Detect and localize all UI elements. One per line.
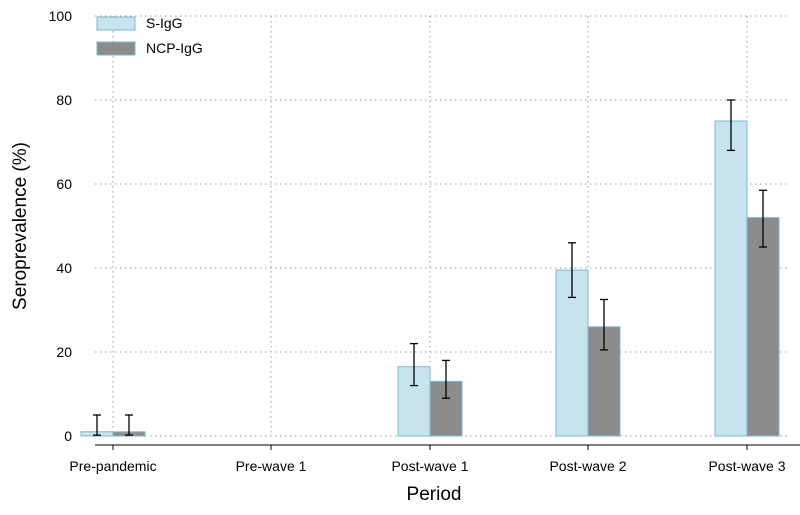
y-tick-label: 20 bbox=[56, 344, 72, 360]
y-tick-label: 40 bbox=[56, 260, 72, 276]
y-tick-labels: 0 20 40 60 80 100 bbox=[49, 8, 73, 444]
x-tick-labels: Pre-pandemic Pre-wave 1 Post-wave 1 Post-wa… bbox=[69, 458, 785, 474]
legend-swatch-ncp-igg bbox=[96, 41, 136, 56]
bar-ncp-igg bbox=[746, 217, 780, 437]
legend-label-ncp-igg: NCP-IgG bbox=[146, 40, 203, 56]
x-tick-label: Post-wave 2 bbox=[549, 458, 626, 474]
y-tick-label: 100 bbox=[49, 8, 73, 24]
x-axis-title: Period bbox=[407, 484, 462, 505]
error-bars bbox=[93, 99, 767, 436]
y-tick-label: 60 bbox=[56, 176, 72, 192]
x-tick-label: Post-wave 3 bbox=[708, 458, 785, 474]
legend: S-IgG NCP-IgG bbox=[96, 15, 203, 56]
y-axis-title: Seroprevalence (%) bbox=[10, 142, 31, 310]
legend-label-s-igg: S-IgG bbox=[146, 15, 183, 31]
legend-swatch-s-igg bbox=[96, 16, 136, 31]
bars bbox=[80, 120, 780, 437]
gridlines bbox=[95, 15, 790, 450]
x-tick-label: Post-wave 1 bbox=[391, 458, 468, 474]
y-tick-label: 0 bbox=[64, 428, 72, 444]
x-tick-label: Pre-pandemic bbox=[69, 458, 156, 474]
bar-s-igg bbox=[714, 120, 748, 437]
x-tick-label: Pre-wave 1 bbox=[236, 458, 307, 474]
y-tick-label: 80 bbox=[56, 92, 72, 108]
